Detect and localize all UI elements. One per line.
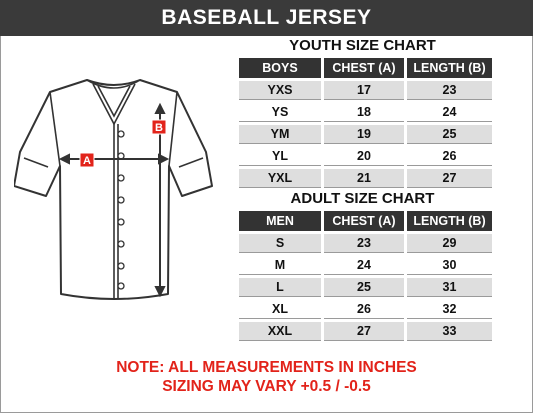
table-row: YS 18 24 xyxy=(239,103,492,122)
measurement-note: NOTE: ALL MEASUREMENTS IN INCHES xyxy=(116,359,417,376)
chest-cell: 21 xyxy=(324,169,404,188)
column-header: CHEST (A) xyxy=(324,211,404,231)
chest-cell: 18 xyxy=(324,103,404,122)
size-cell: YS xyxy=(239,103,321,122)
table-row: YXS 17 23 xyxy=(239,81,492,100)
column-header: BOYS xyxy=(239,58,321,78)
chest-cell: 20 xyxy=(324,147,404,166)
table-row: S 23 29 xyxy=(239,234,492,253)
table-row: L 25 31 xyxy=(239,278,492,297)
length-cell: 26 xyxy=(407,147,492,166)
youth-size-table: BOYS CHEST (A) LENGTH (B) YXS 17 23 YS 18 24… xyxy=(236,55,495,191)
size-cell: YXL xyxy=(239,169,321,188)
size-cell: M xyxy=(239,256,321,275)
label-b-badge: B xyxy=(151,119,167,135)
column-header: MEN xyxy=(239,211,321,231)
chest-cell: 24 xyxy=(324,256,404,275)
adult-chart-title: ADULT SIZE CHART xyxy=(290,190,435,207)
size-cell: YXS xyxy=(239,81,321,100)
length-cell: 23 xyxy=(407,81,492,100)
chest-cell: 17 xyxy=(324,81,404,100)
sizing-note: SIZING MAY VARY +0.5 / -0.5 xyxy=(162,378,371,395)
table-row: YM 19 25 xyxy=(239,125,492,144)
length-cell: 32 xyxy=(407,300,492,319)
page-title: BASEBALL JERSEY xyxy=(0,0,533,36)
length-cell: 24 xyxy=(407,103,492,122)
length-cell: 30 xyxy=(407,256,492,275)
jersey-buttons xyxy=(117,130,125,290)
table-row: XL 26 32 xyxy=(239,300,492,319)
size-cell: XL xyxy=(239,300,321,319)
jersey-outline-icon xyxy=(14,79,213,300)
length-cell: 25 xyxy=(407,125,492,144)
svg-text:B: B xyxy=(155,122,163,134)
chest-cell: 27 xyxy=(324,322,404,341)
jersey-diagram: A B xyxy=(14,79,213,300)
column-header: LENGTH (B) xyxy=(407,58,492,78)
chest-cell: 26 xyxy=(324,300,404,319)
table-row: YL 20 26 xyxy=(239,147,492,166)
size-cell: YL xyxy=(239,147,321,166)
table-header-row: MEN CHEST (A) LENGTH (B) xyxy=(239,211,492,231)
chest-cell: 23 xyxy=(324,234,404,253)
youth-chart-title: YOUTH SIZE CHART xyxy=(289,37,436,54)
svg-text:A: A xyxy=(83,155,91,167)
column-header: CHEST (A) xyxy=(324,58,404,78)
chest-cell: 19 xyxy=(324,125,404,144)
table-row: YXL 21 27 xyxy=(239,169,492,188)
table-row: M 24 30 xyxy=(239,256,492,275)
size-cell: S xyxy=(239,234,321,253)
length-cell: 31 xyxy=(407,278,492,297)
table-row: XXL 27 33 xyxy=(239,322,492,341)
adult-size-table: MEN CHEST (A) LENGTH (B) S 23 29 M 24 30 L 25… xyxy=(236,208,495,344)
length-cell: 33 xyxy=(407,322,492,341)
length-cell: 27 xyxy=(407,169,492,188)
column-header: LENGTH (B) xyxy=(407,211,492,231)
size-cell: L xyxy=(239,278,321,297)
table-header-row: BOYS CHEST (A) LENGTH (B) xyxy=(239,58,492,78)
length-measure-arrow xyxy=(154,102,166,298)
size-cell: XXL xyxy=(239,322,321,341)
size-cell: YM xyxy=(239,125,321,144)
chest-cell: 25 xyxy=(324,278,404,297)
label-a-badge: A xyxy=(79,152,95,168)
length-cell: 29 xyxy=(407,234,492,253)
